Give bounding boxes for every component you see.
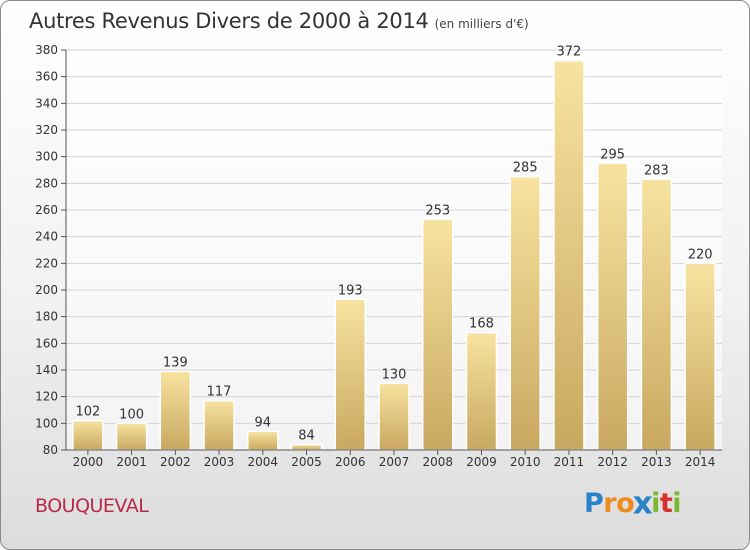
logo-letter: t [659, 488, 673, 519]
bar [72, 419, 104, 451]
y-tick-label: 80 [43, 443, 58, 457]
x-tick-label: 2009 [466, 455, 497, 469]
logo-letter: r [603, 488, 617, 519]
bar [115, 422, 148, 451]
bar-value-label: 253 [425, 203, 450, 218]
bar [203, 399, 235, 451]
x-tick-label: 2000 [73, 455, 104, 469]
y-tick-label: 380 [35, 43, 58, 57]
x-tick-label: 2001 [116, 455, 147, 469]
logo-letter: x [632, 485, 653, 522]
bar-value-label: 84 [298, 429, 315, 444]
place-name: BOUQUEVAL [35, 495, 149, 517]
y-tick-label: 220 [35, 256, 58, 270]
x-tick-label: 2006 [335, 455, 366, 469]
bar [378, 382, 410, 451]
y-tick-label: 320 [35, 123, 58, 137]
bar-value-label: 130 [382, 367, 407, 382]
x-tick-label: 2004 [248, 455, 279, 469]
chart-subtitle: (en milliers d'€) [434, 17, 529, 31]
bar [684, 262, 716, 451]
bar [421, 218, 454, 451]
x-tick-label: 2012 [597, 455, 628, 469]
bar-value-label: 283 [644, 163, 669, 178]
y-tick-label: 300 [35, 150, 58, 164]
y-tick-label: 280 [35, 176, 58, 190]
x-tick-label: 2008 [422, 455, 453, 469]
bar-value-label: 220 [688, 247, 713, 262]
y-tick-label: 260 [35, 203, 58, 217]
x-tick-label: 2010 [510, 455, 541, 469]
y-tick-label: 100 [35, 416, 58, 430]
x-tick-label: 2007 [379, 455, 410, 469]
x-tick-label: 2005 [291, 455, 322, 469]
x-tick-label: 2003 [204, 455, 235, 469]
bar-value-label: 193 [338, 283, 363, 298]
x-tick-label: 2013 [641, 455, 672, 469]
logo-letter: i [651, 488, 660, 519]
bar [290, 443, 323, 451]
bar [465, 331, 498, 451]
y-tick-label: 140 [35, 363, 58, 377]
bar-value-label: 168 [469, 317, 494, 332]
y-tick-label: 120 [35, 390, 58, 404]
bar [159, 370, 192, 451]
bar [553, 59, 585, 451]
bar-value-label: 295 [600, 147, 625, 162]
bar-value-label: 100 [119, 407, 144, 422]
bar-value-label: 285 [513, 161, 538, 176]
logo-letter: P [584, 488, 604, 519]
bar [596, 162, 629, 451]
proxiti-logo: Proxiti [584, 485, 682, 522]
y-tick-label: 240 [35, 230, 58, 244]
y-tick-label: 160 [35, 336, 58, 350]
bar [334, 298, 367, 451]
x-tick-label: 2002 [160, 455, 191, 469]
bar [640, 178, 673, 451]
y-tick-label: 340 [35, 96, 58, 110]
bar-value-label: 372 [557, 45, 582, 60]
y-tick-label: 180 [35, 310, 58, 324]
y-tick-label: 360 [35, 70, 58, 84]
x-tick-label: 2011 [554, 455, 585, 469]
bar-value-label: 139 [163, 355, 188, 370]
y-tick-label: 200 [35, 283, 58, 297]
chart-title: Autres Revenus Divers de 2000 à 2014 (en … [29, 9, 529, 33]
logo-letter: o [616, 488, 635, 519]
bar [247, 430, 279, 451]
bar-value-label: 102 [75, 405, 100, 420]
bar [509, 175, 541, 451]
x-tick-label: 2014 [685, 455, 716, 469]
logo-letter: i [672, 488, 682, 519]
bar-value-label: 117 [207, 385, 232, 400]
bar-value-label: 94 [255, 415, 272, 430]
